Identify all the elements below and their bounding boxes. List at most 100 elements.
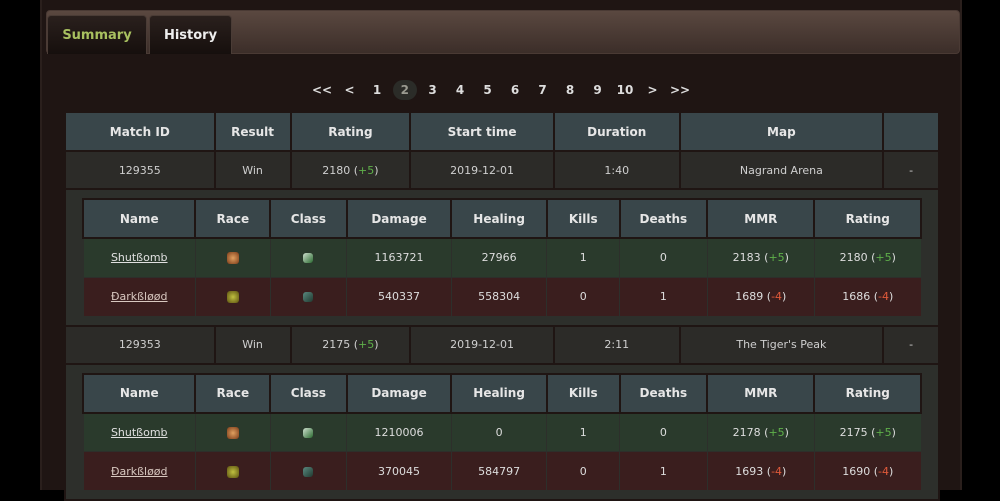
player-name-link[interactable]: Ðarkßløød [110, 464, 168, 478]
class-cell [269, 276, 348, 317]
match-result: Win [213, 324, 292, 365]
player-kills: 0 [546, 451, 621, 491]
players-table: Name Race Class Damage Healing Kills Deaths MMR… [81, 372, 922, 491]
class-cell [269, 451, 348, 491]
race-icon [226, 465, 239, 478]
value: 2183 [732, 251, 761, 265]
pagination: << <1 2 3 4 5 6 7 8 9 10 > >> [42, 80, 960, 100]
match-start: 2019-12-01 [409, 150, 555, 190]
page-link[interactable]: 10 [616, 83, 634, 97]
player-column-header: Healing [450, 198, 548, 239]
player-kills: 0 [546, 276, 621, 317]
value: 2175 [839, 425, 868, 439]
match-row[interactable]: 129355 Win 2180 (+5) 2019-12-01 1:40 Nagrand … [64, 150, 940, 190]
page-link[interactable]: > [647, 83, 658, 97]
column-header: Duration [552, 111, 681, 152]
player-column-header: Rating [813, 198, 922, 239]
value: 1690 [842, 464, 871, 478]
class-icon [303, 253, 314, 264]
race-cell [194, 276, 271, 317]
column-header: Rating [289, 111, 412, 152]
page-link[interactable]: < [344, 83, 355, 97]
player-healing: 584797 [450, 451, 548, 491]
page-link[interactable]: 9 [593, 83, 602, 97]
delta: -4 [878, 464, 889, 478]
delta: +5 [875, 425, 892, 439]
match-duration: 2:11 [552, 324, 681, 365]
player-deaths: 1 [619, 276, 708, 317]
match-details: Name Race Class Damage Healing Kills Deaths MMR… [64, 188, 940, 327]
player-rating: 2180 (+5) [813, 237, 922, 278]
player-rating: 1690 (-4) [813, 451, 922, 491]
value: 2175 [322, 338, 351, 351]
player-damage: 540337 [346, 276, 452, 317]
player-mmr: 1693 (-4) [706, 451, 815, 491]
page-link[interactable]: 1 [372, 83, 382, 97]
value: 2180 [322, 163, 351, 177]
match-start: 2019-12-01 [409, 324, 555, 365]
delta: +5 [768, 425, 785, 439]
race-cell [194, 451, 271, 491]
tab-summary[interactable]: Summary [47, 15, 147, 54]
player-name-cell: Ðarkßløød [82, 451, 196, 491]
page-link[interactable]: >> [669, 83, 691, 97]
player-row: Ðarkßløød 370045 584797 0 1 1693 (-4) 1690 (-4… [82, 451, 922, 491]
match-id: 129353 [64, 324, 216, 365]
player-name-cell: Shutßomb [82, 412, 196, 452]
page-panel: Summary History << <1 2 3 4 5 6 7 8 9 10 > >> Match … [40, 0, 962, 501]
page-link[interactable]: 8 [565, 83, 575, 97]
page-link[interactable]: 2 [392, 80, 417, 100]
page-link[interactable]: 3 [428, 83, 437, 97]
player-damage: 370045 [346, 451, 452, 491]
race-cell [194, 412, 271, 452]
players-table: Name Race Class Damage Healing Kills Deaths MMR… [81, 198, 922, 317]
race-icon [226, 426, 239, 439]
column-header: Match ID [64, 111, 216, 152]
player-damage: 1163721 [346, 237, 452, 278]
column-header: Start time [409, 111, 555, 152]
match-extra: - [882, 324, 940, 365]
class-icon [303, 292, 314, 302]
match-map: The Tiger's Peak [678, 324, 885, 365]
player-row: Shutßomb 1210006 0 1 0 2178 (+5) 2175 (+5) [82, 412, 922, 452]
delta: +5 [768, 251, 785, 265]
match-rating: 2175 (+5) [289, 324, 412, 365]
player-column-header: Kills [545, 198, 621, 239]
tab-history[interactable]: History [149, 15, 232, 54]
player-damage: 1210006 [346, 412, 452, 452]
player-name-link[interactable]: Ðarkßløød [110, 290, 168, 303]
value: 2178 [732, 425, 761, 439]
delta: -4 [878, 290, 889, 303]
value: 1689 [735, 290, 764, 303]
delta: -4 [771, 464, 783, 478]
player-deaths: 0 [619, 237, 708, 278]
race-icon [226, 252, 239, 265]
player-row: Shutßomb 1163721 27966 1 0 2183 (+5) 2180 (+5) [82, 237, 922, 278]
player-name-link[interactable]: Shutßomb [110, 251, 168, 265]
match-details-row: Name Race Class Damage Healing Kills Deaths MMR… [64, 362, 940, 501]
value: 2180 [839, 251, 868, 265]
page-link[interactable]: 5 [483, 83, 492, 97]
race-icon [226, 291, 239, 303]
class-icon [303, 466, 314, 477]
player-column-header: MMR [706, 198, 816, 239]
player-column-header: Race [194, 372, 272, 414]
player-mmr: 2183 (+5) [706, 237, 815, 278]
match-history-table: Match ID Result Rating Start time Duration Ma… [64, 111, 940, 501]
player-column-header: Deaths [618, 372, 709, 414]
player-column-header: Damage [345, 372, 453, 414]
player-name-link[interactable]: Shutßomb [110, 425, 168, 439]
match-result: Win [213, 150, 292, 190]
match-map: Nagrand Arena [678, 150, 885, 190]
player-rating: 1686 (-4) [813, 276, 922, 317]
match-row[interactable]: 129353 Win 2175 (+5) 2019-12-01 2:11 The Tige… [64, 324, 940, 365]
match-details: Name Race Class Damage Healing Kills Deaths MMR… [64, 362, 940, 501]
page-link[interactable]: 6 [510, 83, 520, 97]
page-link[interactable]: 7 [538, 83, 547, 97]
player-column-header: Class [269, 198, 348, 239]
match-duration: 1:40 [552, 150, 681, 190]
page-link[interactable]: << [311, 83, 333, 97]
player-name-cell: Ðarkßløød [82, 276, 196, 317]
player-healing: 0 [450, 412, 548, 452]
page-link[interactable]: 4 [455, 83, 465, 97]
